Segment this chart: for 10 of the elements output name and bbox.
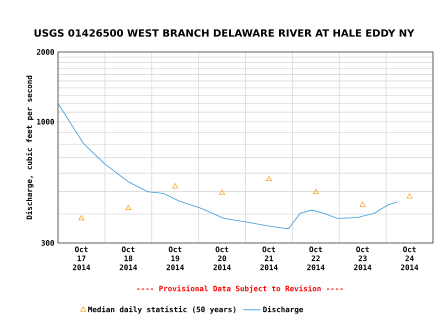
chart-title: USGS 01426500 WEST BRANCH DELAWARE RIVER AT HALE EDDY NY [34,29,414,37]
point [78,215,84,220]
point [125,204,132,210]
point [266,176,272,182]
point [406,193,413,199]
point [172,183,178,188]
point [360,202,366,207]
point [312,188,319,194]
point [219,189,226,195]
line-series [58,102,398,230]
